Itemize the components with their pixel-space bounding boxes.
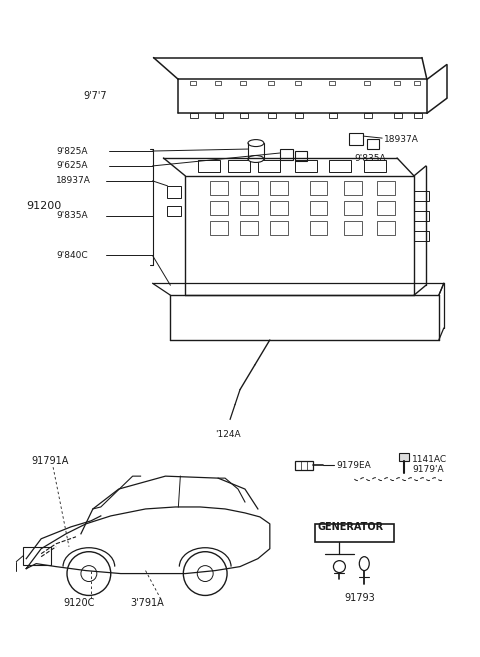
- Bar: [240, 81, 246, 85]
- Bar: [210, 181, 228, 194]
- Bar: [240, 201, 258, 215]
- Bar: [240, 181, 258, 194]
- Bar: [258, 160, 280, 172]
- Bar: [268, 113, 276, 118]
- Text: 18937A: 18937A: [56, 176, 91, 185]
- Text: 9'840C: 9'840C: [56, 251, 88, 260]
- Bar: [344, 181, 362, 194]
- Bar: [270, 181, 288, 194]
- Bar: [364, 81, 370, 85]
- Text: 91791A: 91791A: [31, 456, 69, 466]
- Bar: [344, 201, 362, 215]
- Bar: [240, 113, 248, 118]
- Bar: [349, 133, 363, 145]
- Bar: [268, 81, 274, 85]
- Bar: [270, 221, 288, 235]
- Bar: [280, 149, 293, 160]
- Bar: [414, 191, 429, 201]
- Bar: [210, 221, 228, 235]
- Bar: [414, 81, 420, 85]
- Bar: [310, 201, 327, 215]
- Bar: [295, 81, 300, 85]
- Bar: [168, 186, 181, 198]
- Bar: [329, 81, 336, 85]
- Text: 91200: 91200: [26, 201, 61, 211]
- Bar: [190, 81, 196, 85]
- Text: 9'625A: 9'625A: [56, 162, 87, 170]
- Text: 9120C: 9120C: [63, 599, 95, 608]
- Bar: [168, 206, 181, 215]
- Bar: [367, 139, 379, 149]
- Bar: [198, 160, 220, 172]
- Bar: [414, 211, 429, 221]
- Bar: [364, 113, 372, 118]
- Text: 91793: 91793: [344, 593, 375, 603]
- Text: 18937A: 18937A: [384, 135, 419, 144]
- Ellipse shape: [248, 156, 264, 162]
- Bar: [295, 160, 316, 172]
- Bar: [377, 221, 395, 235]
- Text: 9'7'7: 9'7'7: [83, 91, 107, 101]
- Bar: [377, 181, 395, 194]
- Bar: [23, 547, 51, 564]
- Text: 9'825A: 9'825A: [56, 147, 87, 156]
- Bar: [364, 160, 386, 172]
- Text: 1141AC: 1141AC: [412, 455, 447, 464]
- Bar: [377, 201, 395, 215]
- Bar: [295, 461, 312, 470]
- Bar: [228, 160, 250, 172]
- Bar: [314, 524, 394, 542]
- Bar: [329, 160, 351, 172]
- Text: '124A: '124A: [215, 430, 241, 439]
- Bar: [210, 201, 228, 215]
- Text: 9'835A: 9'835A: [56, 211, 88, 220]
- Bar: [329, 113, 337, 118]
- Bar: [295, 113, 302, 118]
- Text: 9'835A: 9'835A: [354, 154, 386, 164]
- Bar: [414, 113, 422, 118]
- Bar: [215, 113, 223, 118]
- Text: 9179EA: 9179EA: [336, 461, 371, 470]
- Bar: [310, 181, 327, 194]
- Bar: [394, 81, 400, 85]
- Text: GENERATOR: GENERATOR: [318, 522, 384, 532]
- Bar: [240, 221, 258, 235]
- Bar: [215, 81, 221, 85]
- Bar: [399, 453, 409, 461]
- Text: 3'791A: 3'791A: [131, 599, 164, 608]
- Bar: [310, 221, 327, 235]
- Text: 9179'A: 9179'A: [412, 464, 444, 474]
- Bar: [295, 151, 307, 161]
- Bar: [270, 201, 288, 215]
- Bar: [394, 113, 402, 118]
- Bar: [344, 221, 362, 235]
- Bar: [414, 231, 429, 240]
- Bar: [190, 113, 198, 118]
